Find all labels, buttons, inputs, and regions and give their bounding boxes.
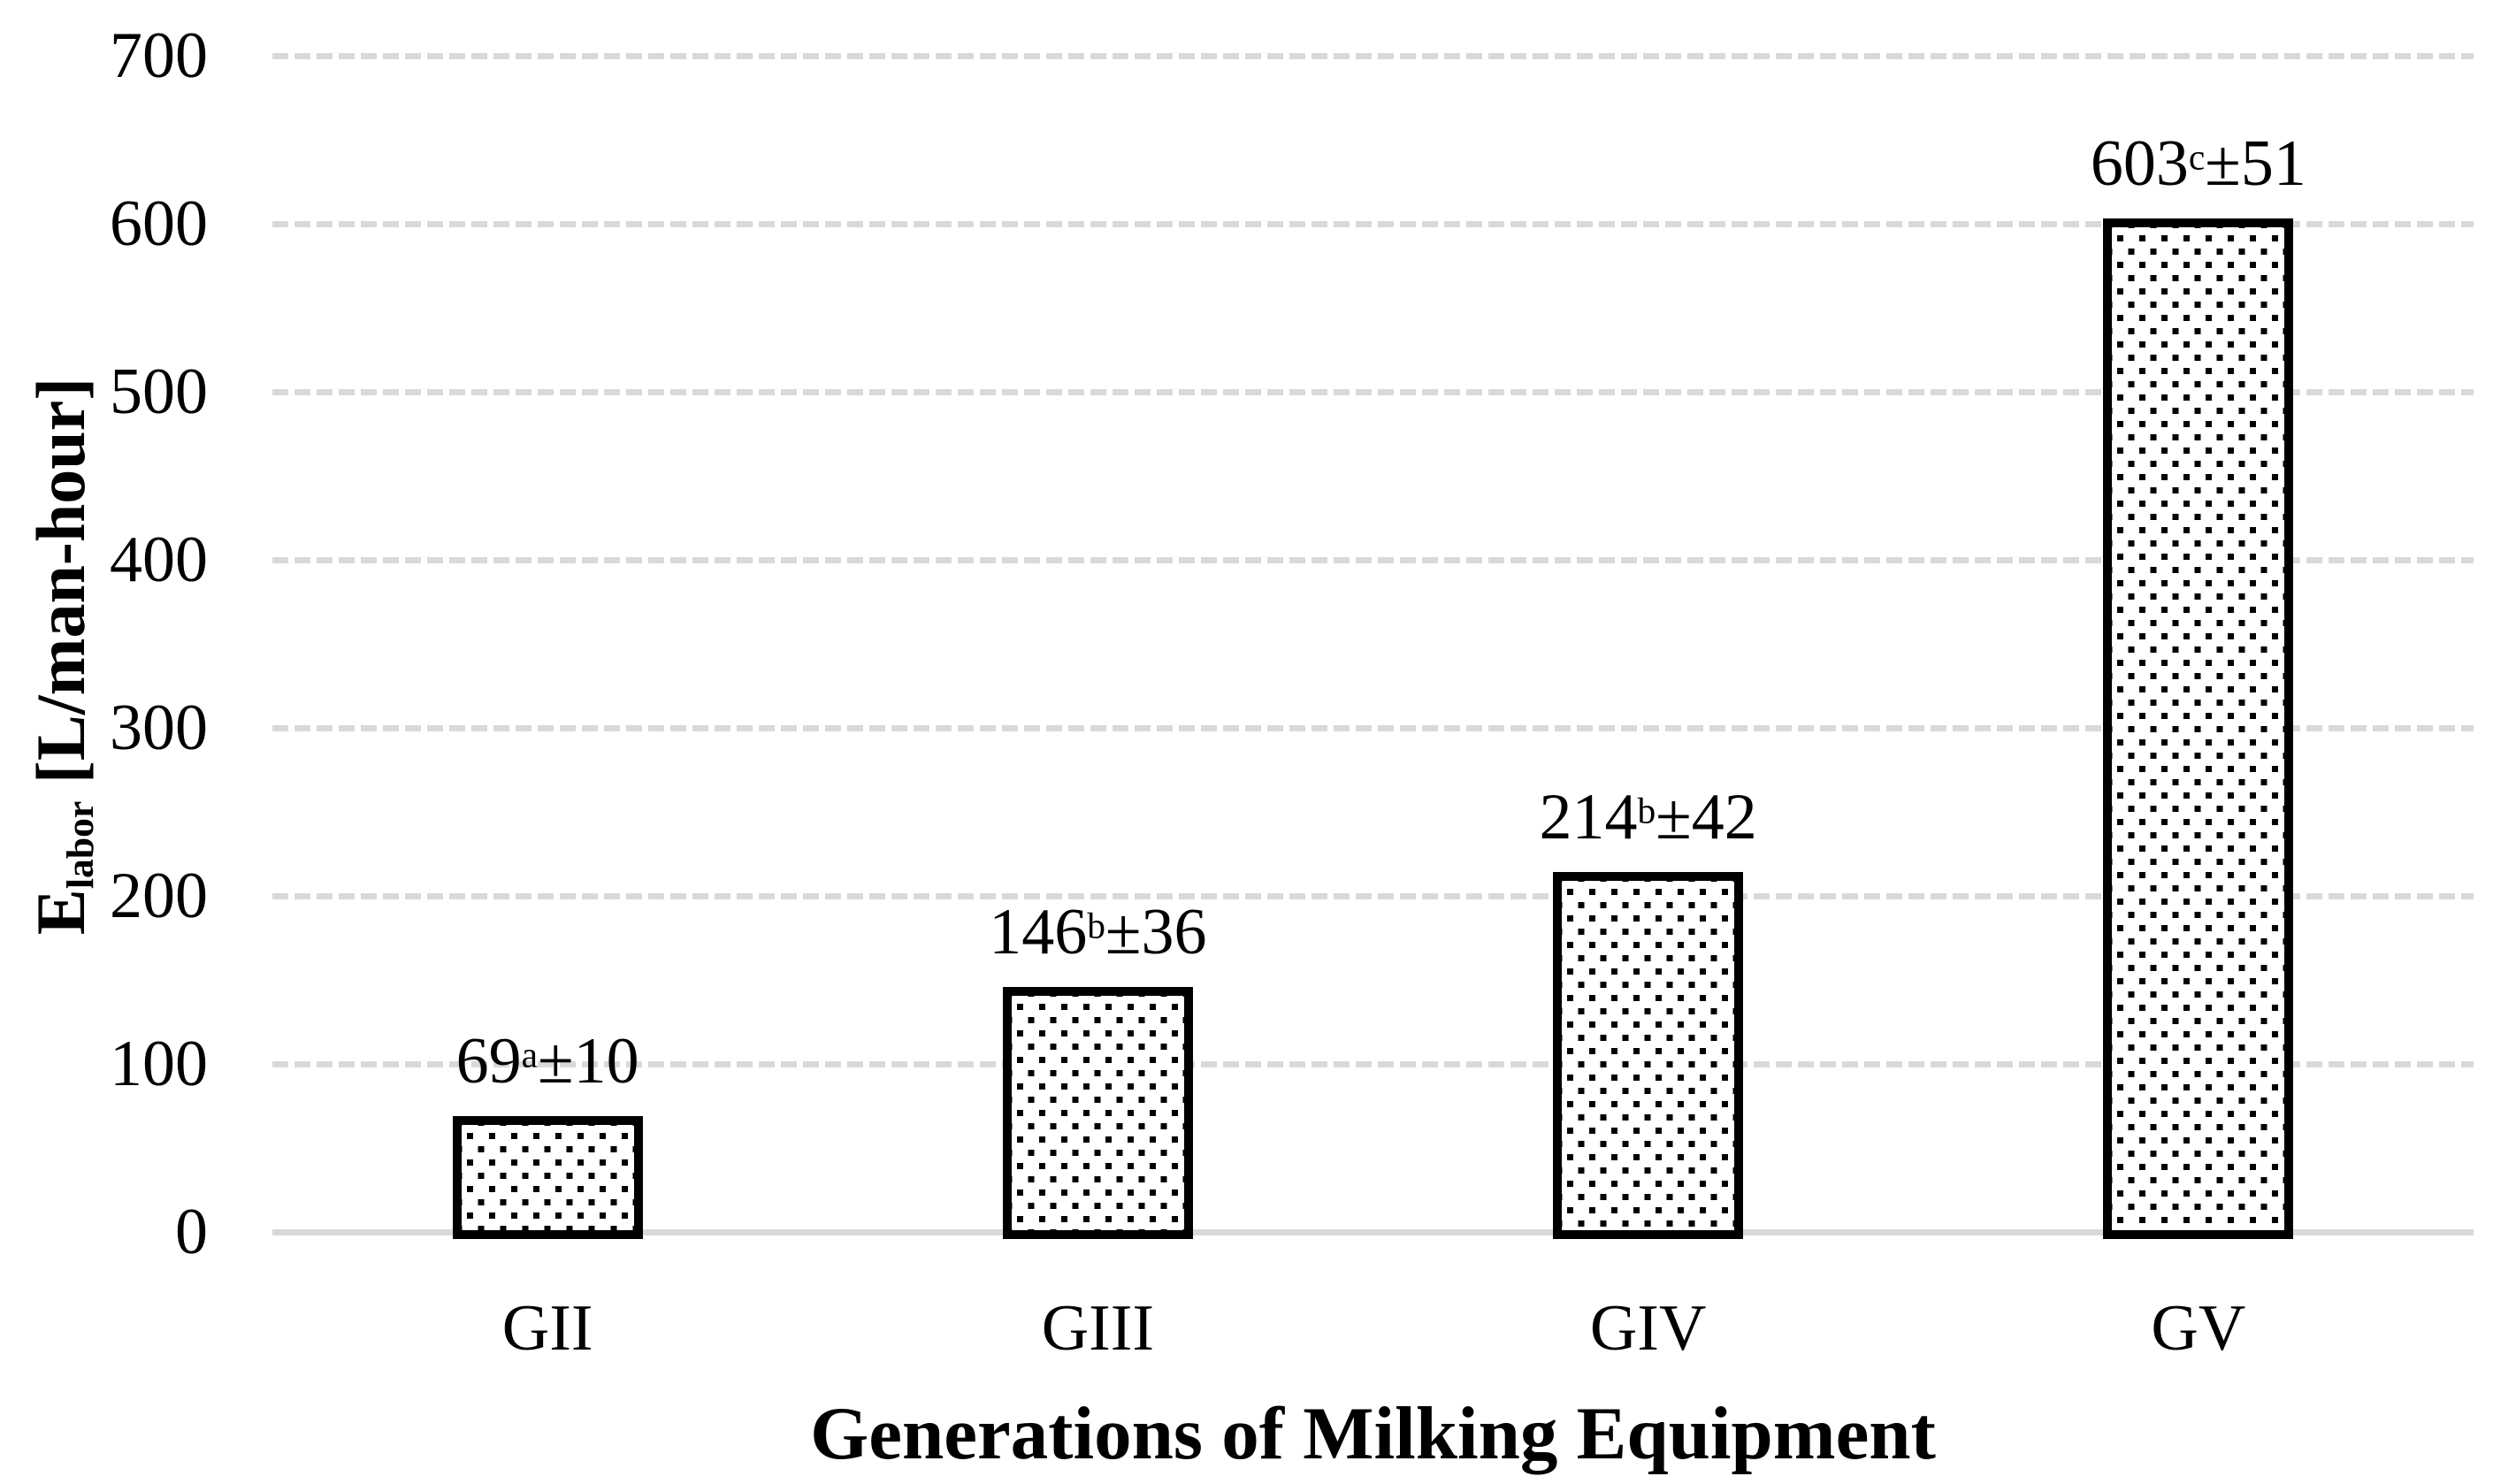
bar-giii	[1002, 986, 1193, 1239]
error-value: ±36	[1105, 895, 1207, 968]
category-label: GIV	[1589, 1292, 1707, 1365]
category-label: GIII	[1041, 1292, 1155, 1365]
y-axis-tick-label: 400	[110, 524, 208, 596]
bar-value: 603	[2090, 127, 2189, 201]
h-gridline	[272, 389, 2474, 395]
significance-letter: b	[1087, 905, 1105, 946]
y-axis-tick-label: 200	[110, 860, 208, 932]
significance-letter: a	[521, 1034, 539, 1075]
h-gridline	[272, 893, 2474, 899]
bar-value: 214	[1539, 781, 1638, 854]
y-axis-tick-label: 500	[110, 356, 208, 428]
y-axis-tick-label: 300	[110, 692, 208, 764]
y-axis-tick-label: 100	[110, 1028, 208, 1100]
bar-value: 69	[455, 1024, 522, 1098]
h-gridline	[272, 725, 2474, 731]
x-axis-title: Generations of Milking Equipment	[810, 1392, 1936, 1475]
category-label: GV	[2151, 1292, 2246, 1365]
h-gridline	[272, 53, 2474, 59]
category-label: GII	[501, 1292, 593, 1365]
error-value: ±10	[538, 1024, 639, 1098]
h-gridline	[272, 1061, 2474, 1067]
y-axis-tick-label: 700	[110, 19, 208, 92]
bar-gii	[452, 1115, 643, 1239]
bar-giv	[1553, 872, 1744, 1239]
error-value: ±51	[2205, 127, 2306, 201]
h-gridline	[272, 557, 2474, 563]
error-value: ±42	[1656, 781, 1757, 854]
y-axis-tick-label: 0	[175, 1196, 208, 1268]
bar-data-label: 146b±36	[806, 888, 1389, 976]
bar-gv	[2103, 218, 2294, 1239]
bar-data-label: 69a±10	[256, 1017, 839, 1105]
h-gridline	[272, 221, 2474, 227]
x-axis-line	[272, 1229, 2474, 1235]
significance-letter: c	[2188, 136, 2206, 178]
y-axis-tick-label: 600	[110, 187, 208, 260]
significance-letter: b	[1637, 791, 1656, 831]
bar-value: 146	[989, 895, 1088, 968]
bar-data-label: 214b±42	[1357, 773, 1940, 861]
y-axis-title: Elabor [L/man-hour]	[21, 378, 103, 935]
bar-data-label: 603c±51	[1907, 119, 2490, 208]
